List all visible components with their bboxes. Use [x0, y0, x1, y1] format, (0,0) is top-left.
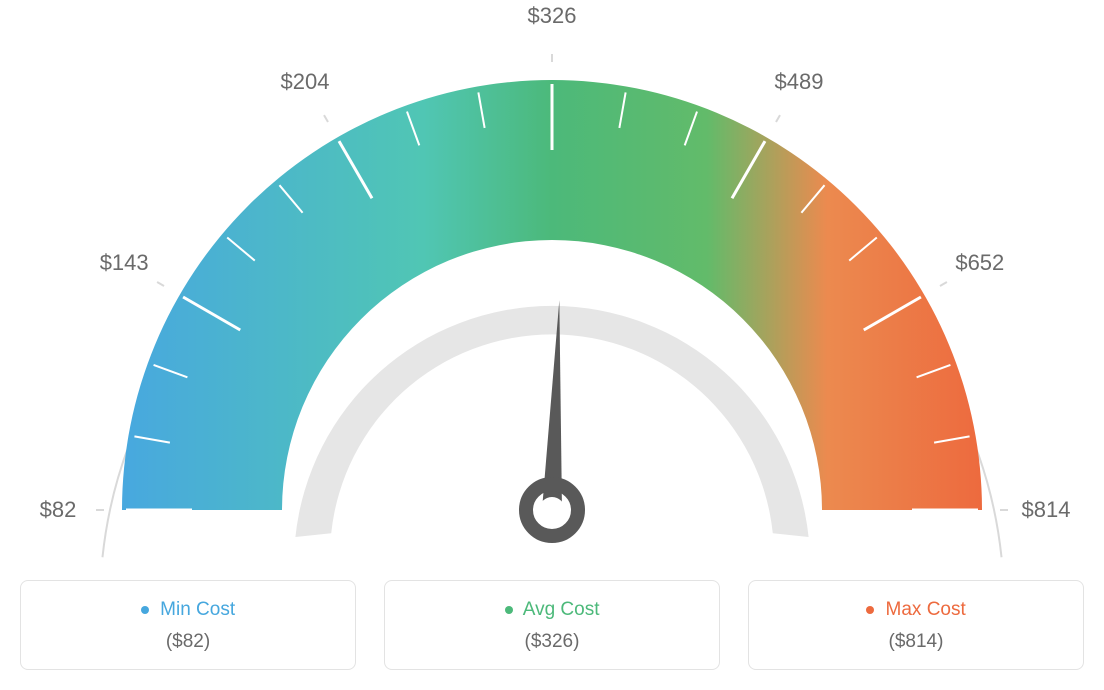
legend-card-avg: Avg Cost ($326)	[384, 580, 720, 670]
legend-card-min: Min Cost ($82)	[20, 580, 356, 670]
gauge-tick-label: $143	[100, 250, 149, 276]
gauge-chart: $82$143$204$326$489$652$814	[20, 20, 1084, 560]
legend-dot-min	[141, 606, 149, 614]
legend-value-min: ($82)	[31, 631, 345, 653]
gauge-tick-label: $814	[1022, 497, 1071, 523]
gauge-tick-label: $204	[281, 69, 330, 95]
legend-dot-avg	[505, 606, 513, 614]
gauge-tick-label: $326	[528, 3, 577, 29]
gauge-tick-label: $652	[955, 250, 1004, 276]
legend-value-avg: ($326)	[395, 631, 709, 653]
gauge-tick-label: $489	[775, 69, 824, 95]
cost-gauge-widget: $82$143$204$326$489$652$814 Min Cost ($8…	[20, 20, 1084, 670]
legend-title-min: Min Cost	[31, 599, 345, 621]
legend-title-max: Max Cost	[759, 599, 1073, 621]
legend-title-avg: Avg Cost	[395, 599, 709, 621]
legend-value-max: ($814)	[759, 631, 1073, 653]
legend-label-min: Min Cost	[160, 599, 235, 620]
legend-dot-max	[866, 606, 874, 614]
gauge-tick-label: $82	[40, 497, 77, 523]
legend-label-avg: Avg Cost	[523, 599, 600, 620]
gauge-svg	[20, 20, 1084, 560]
legend-card-max: Max Cost ($814)	[748, 580, 1084, 670]
legend-label-max: Max Cost	[886, 599, 966, 620]
legend-row: Min Cost ($82) Avg Cost ($326) Max Cost …	[20, 580, 1084, 670]
